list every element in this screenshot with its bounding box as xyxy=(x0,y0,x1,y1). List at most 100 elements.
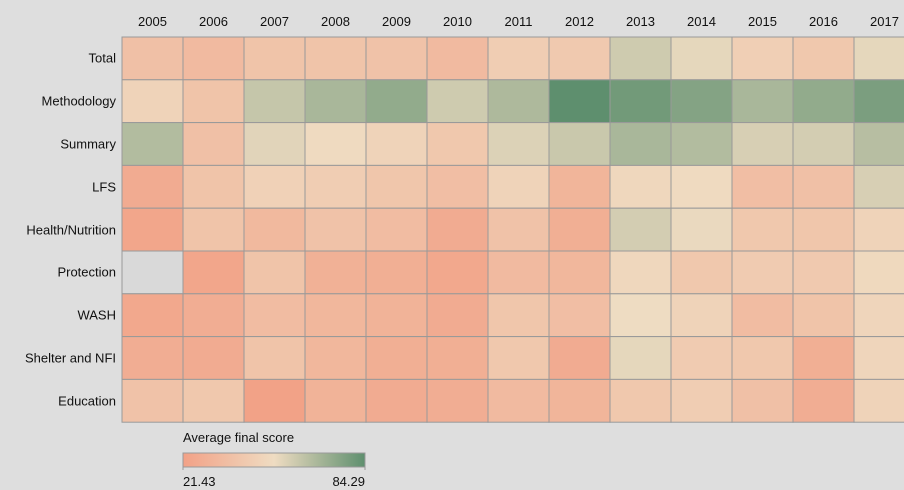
heatmap-cell xyxy=(243,378,306,423)
heatmap-cell xyxy=(121,293,184,338)
heatmap-cell xyxy=(670,336,733,380)
heatmap-cell xyxy=(670,207,733,252)
heatmap-cell xyxy=(548,36,611,81)
heatmap-cell xyxy=(792,36,855,81)
y-tick-label-text: Methodology xyxy=(41,93,116,109)
heatmap-cell xyxy=(182,164,245,209)
x-tick-label: 2013 xyxy=(626,14,655,29)
heatmap-cell xyxy=(792,122,855,166)
heatmap-cell xyxy=(243,207,306,252)
heatmap-cell xyxy=(426,336,489,380)
heatmap-cell xyxy=(426,122,489,166)
heatmap-cell xyxy=(243,122,306,166)
heatmap-cell xyxy=(487,122,550,166)
heatmap-cell xyxy=(853,79,904,124)
heatmap-cell xyxy=(548,79,611,124)
y-tick-label-text: Total xyxy=(88,50,116,66)
heatmap-cell xyxy=(182,79,245,124)
y-tick-label-text: Education xyxy=(58,393,116,409)
heatmap-cell xyxy=(182,250,245,295)
heatmap-cell xyxy=(792,293,855,338)
heatmap-cell xyxy=(670,122,733,166)
heatmap-cell xyxy=(304,293,367,338)
heatmap-cell xyxy=(487,164,550,209)
heatmap-cell xyxy=(304,79,367,124)
heatmap-cell xyxy=(609,250,672,295)
y-tick-label: Methodology xyxy=(16,94,116,109)
y-tick-label-text: Summary xyxy=(60,136,116,152)
heatmap-cell xyxy=(182,378,245,423)
heatmap-cell xyxy=(548,122,611,166)
heatmap-cell xyxy=(426,207,489,252)
colorbar xyxy=(182,452,366,468)
heatmap-cell xyxy=(304,36,367,81)
heatmap-cell xyxy=(548,207,611,252)
heatmap-cell xyxy=(853,250,904,295)
heatmap-cell xyxy=(731,378,794,423)
heatmap-cell xyxy=(853,378,904,423)
heatmap-cell xyxy=(548,293,611,338)
heatmap-cell xyxy=(365,79,428,124)
heatmap-cell xyxy=(365,336,428,380)
heatmap-cell xyxy=(426,79,489,124)
colorbar-tick-label: 21.43 xyxy=(183,474,216,489)
heatmap-cell xyxy=(487,378,550,423)
heatmap-cell xyxy=(792,79,855,124)
y-tick-label: Health/Nutrition xyxy=(16,222,116,237)
x-tick-label: 2005 xyxy=(138,14,167,29)
heatmap-cell xyxy=(731,36,794,81)
heatmap-cell xyxy=(792,378,855,423)
y-tick-label: WASH xyxy=(16,308,116,323)
heatmap-cell xyxy=(731,207,794,252)
heatmap-cell xyxy=(487,250,550,295)
heatmap-cell xyxy=(487,207,550,252)
heatmap-cell xyxy=(609,378,672,423)
heatmap-cell xyxy=(304,164,367,209)
x-tick-label: 2014 xyxy=(687,14,716,29)
heatmap-cell xyxy=(304,250,367,295)
x-tick-label: 2017 xyxy=(870,14,899,29)
y-tick-label-text: Health/Nutrition xyxy=(26,222,116,238)
heatmap-cell xyxy=(487,36,550,81)
heatmap-cell xyxy=(304,336,367,380)
heatmap-cell xyxy=(304,207,367,252)
heatmap-cell xyxy=(121,336,184,380)
heatmap-cell xyxy=(182,36,245,81)
heatmap-cell xyxy=(731,122,794,166)
heatmap-cell xyxy=(121,36,184,81)
x-tick-label: 2015 xyxy=(748,14,777,29)
heatmap-cell xyxy=(792,336,855,380)
heatmap-cell xyxy=(121,164,184,209)
heatmap-cell xyxy=(548,164,611,209)
heatmap-cell xyxy=(487,336,550,380)
heatmap-cell xyxy=(182,122,245,166)
heatmap-cell xyxy=(426,164,489,209)
heatmap-cell xyxy=(365,293,428,338)
heatmap-cell xyxy=(121,378,184,423)
heatmap-cell xyxy=(670,378,733,423)
heatmap-cell xyxy=(243,36,306,81)
heatmap-cell xyxy=(365,122,428,166)
y-tick-label: Total xyxy=(16,51,116,66)
heatmap-cell xyxy=(304,122,367,166)
heatmap-cell xyxy=(426,293,489,338)
y-tick-label-text: LFS xyxy=(92,179,116,195)
heatmap-cell xyxy=(609,336,672,380)
heatmap-cell xyxy=(853,164,904,209)
heatmap-cell xyxy=(731,164,794,209)
heatmap-cell xyxy=(365,164,428,209)
heatmap-cell xyxy=(548,336,611,380)
heatmap-cell xyxy=(121,207,184,252)
heatmap-cell xyxy=(853,122,904,166)
heatmap-cell xyxy=(853,293,904,338)
colorbar-tick-label: 84.29 xyxy=(332,474,365,489)
y-tick-label: Education xyxy=(16,393,116,408)
heatmap-cell xyxy=(121,122,184,166)
x-tick-label: 2016 xyxy=(809,14,838,29)
heatmap-cell xyxy=(182,293,245,338)
heatmap-cell xyxy=(670,79,733,124)
heatmap-cell xyxy=(853,336,904,380)
heatmap-cell xyxy=(304,378,367,423)
heatmap-cell xyxy=(670,36,733,81)
heatmap-cell xyxy=(670,164,733,209)
